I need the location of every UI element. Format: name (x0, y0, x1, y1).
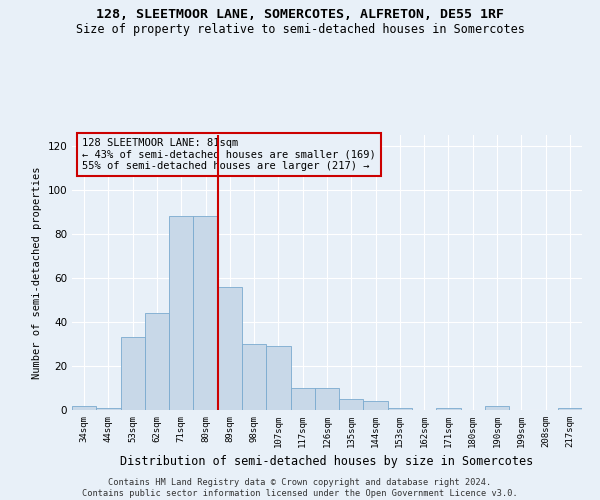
Bar (169, 216, 193, 410)
Bar (315, 388, 339, 410)
Bar (145, 313, 169, 410)
Bar (290, 388, 315, 410)
Bar (218, 287, 242, 410)
Text: 128, SLEETMOOR LANE, SOMERCOTES, ALFRETON, DE55 1RF: 128, SLEETMOOR LANE, SOMERCOTES, ALFRETO… (96, 8, 504, 20)
Bar (436, 408, 461, 410)
Bar (121, 338, 145, 410)
Bar (193, 216, 218, 410)
Text: 128 SLEETMOOR LANE: 81sqm
← 43% of semi-detached houses are smaller (169)
55% of: 128 SLEETMOOR LANE: 81sqm ← 43% of semi-… (82, 138, 376, 171)
Bar (364, 401, 388, 410)
Bar (558, 408, 582, 410)
Bar (339, 399, 364, 410)
Bar (485, 406, 509, 410)
Bar (388, 408, 412, 410)
Bar (242, 344, 266, 410)
Y-axis label: Number of semi-detached properties: Number of semi-detached properties (32, 166, 42, 379)
Bar (72, 406, 96, 410)
X-axis label: Distribution of semi-detached houses by size in Somercotes: Distribution of semi-detached houses by … (121, 456, 533, 468)
Bar (96, 408, 121, 410)
Text: Size of property relative to semi-detached houses in Somercotes: Size of property relative to semi-detach… (76, 22, 524, 36)
Text: Contains HM Land Registry data © Crown copyright and database right 2024.
Contai: Contains HM Land Registry data © Crown c… (82, 478, 518, 498)
Bar (266, 346, 290, 410)
